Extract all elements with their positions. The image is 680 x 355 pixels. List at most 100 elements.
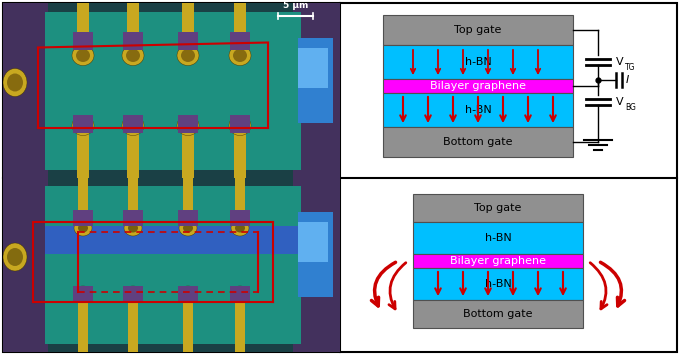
Ellipse shape xyxy=(181,119,195,132)
Ellipse shape xyxy=(183,289,193,299)
Text: h-BN: h-BN xyxy=(485,279,511,289)
Bar xyxy=(128,178,138,222)
Bar xyxy=(128,300,138,352)
Bar xyxy=(77,132,89,178)
Text: Bottom gate: Bottom gate xyxy=(463,309,532,319)
Text: h-BN: h-BN xyxy=(464,57,492,67)
Text: Top gate: Top gate xyxy=(454,25,502,35)
Bar xyxy=(3,178,48,352)
Bar xyxy=(413,222,583,254)
Bar xyxy=(182,132,194,178)
Text: h-BN: h-BN xyxy=(485,233,511,243)
Bar xyxy=(383,127,573,157)
Bar xyxy=(182,3,194,48)
Bar xyxy=(383,93,573,127)
Bar xyxy=(127,3,139,48)
Ellipse shape xyxy=(126,49,140,62)
Bar xyxy=(178,286,198,302)
Bar xyxy=(123,286,143,302)
Bar xyxy=(234,132,246,178)
Ellipse shape xyxy=(179,220,197,236)
Bar xyxy=(127,132,139,178)
Ellipse shape xyxy=(128,289,138,299)
Bar xyxy=(73,210,93,226)
Bar xyxy=(183,300,193,352)
Bar xyxy=(230,32,250,49)
Bar xyxy=(73,115,93,132)
Ellipse shape xyxy=(177,115,199,136)
Bar xyxy=(383,79,573,93)
Bar xyxy=(235,300,245,352)
Bar xyxy=(230,115,250,132)
Ellipse shape xyxy=(233,49,247,62)
Text: I: I xyxy=(626,75,629,85)
Bar xyxy=(183,178,193,222)
Ellipse shape xyxy=(128,224,138,233)
Bar xyxy=(73,32,93,49)
Text: 5 μm: 5 μm xyxy=(283,1,308,11)
Ellipse shape xyxy=(78,289,88,299)
Bar xyxy=(178,32,198,49)
Ellipse shape xyxy=(231,286,249,302)
Text: V: V xyxy=(616,97,624,107)
Bar xyxy=(123,32,143,49)
Ellipse shape xyxy=(181,49,195,62)
Ellipse shape xyxy=(72,45,94,66)
Text: BG: BG xyxy=(625,103,636,111)
Bar xyxy=(383,15,573,45)
Ellipse shape xyxy=(7,248,23,266)
Ellipse shape xyxy=(179,286,197,302)
Bar xyxy=(235,178,245,222)
Bar xyxy=(77,3,89,48)
Bar xyxy=(413,268,583,300)
Bar xyxy=(298,48,328,87)
Bar xyxy=(178,115,198,132)
Ellipse shape xyxy=(7,73,23,92)
Bar xyxy=(413,194,583,222)
Bar xyxy=(178,210,198,226)
Ellipse shape xyxy=(231,220,249,236)
Bar xyxy=(298,222,328,262)
Ellipse shape xyxy=(74,286,92,302)
Ellipse shape xyxy=(76,49,90,62)
Text: h-BN: h-BN xyxy=(464,105,492,115)
Bar xyxy=(298,38,333,122)
Bar xyxy=(123,210,143,226)
Ellipse shape xyxy=(76,119,90,132)
Text: Bottom gate: Bottom gate xyxy=(443,137,513,147)
Ellipse shape xyxy=(235,289,245,299)
Bar xyxy=(383,45,573,79)
Ellipse shape xyxy=(229,115,251,136)
Bar xyxy=(234,3,246,48)
Ellipse shape xyxy=(124,286,142,302)
Text: Top gate: Top gate xyxy=(475,203,522,213)
Bar xyxy=(293,3,340,178)
Text: Bilayer graphene: Bilayer graphene xyxy=(450,256,546,266)
Bar xyxy=(230,210,250,226)
Bar xyxy=(293,178,340,352)
Text: V: V xyxy=(616,57,624,67)
Ellipse shape xyxy=(3,69,27,97)
Ellipse shape xyxy=(229,45,251,66)
Bar xyxy=(73,286,93,302)
Ellipse shape xyxy=(78,224,88,233)
Text: TG: TG xyxy=(625,62,636,71)
Ellipse shape xyxy=(124,220,142,236)
Bar xyxy=(123,115,143,132)
Bar xyxy=(45,186,301,344)
Ellipse shape xyxy=(233,119,247,132)
Bar xyxy=(45,11,301,169)
Ellipse shape xyxy=(126,119,140,132)
Ellipse shape xyxy=(177,45,199,66)
Ellipse shape xyxy=(122,115,144,136)
Bar xyxy=(78,300,88,352)
Text: Bilayer graphene: Bilayer graphene xyxy=(430,81,526,91)
Ellipse shape xyxy=(183,224,193,233)
Ellipse shape xyxy=(122,45,144,66)
Ellipse shape xyxy=(3,243,27,271)
Bar xyxy=(298,212,333,297)
Bar xyxy=(413,254,583,268)
Bar xyxy=(78,178,88,222)
Bar xyxy=(230,286,250,302)
Bar xyxy=(45,226,301,254)
